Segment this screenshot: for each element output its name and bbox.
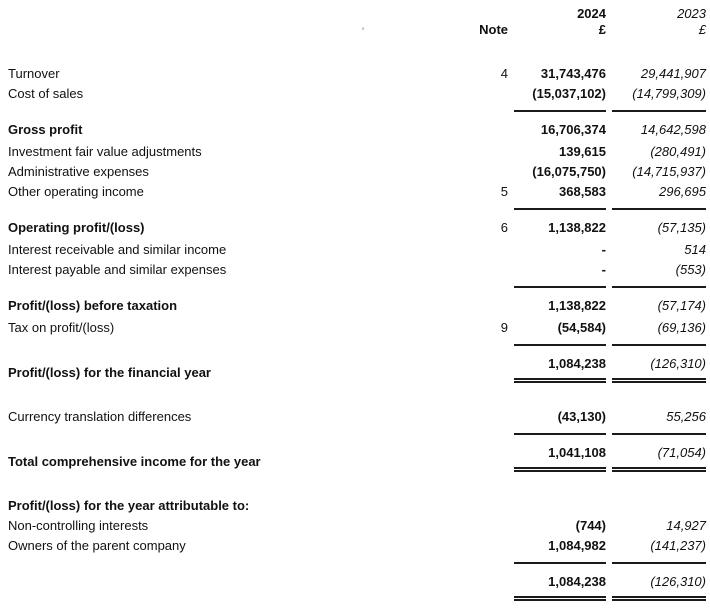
column-header-2024: 2024 (577, 6, 606, 21)
row-value-2023: (71,054) (612, 433, 706, 472)
table-row: Interest payable and similar expenses - (5… (8, 260, 706, 280)
row-label: Interest receivable and similar income (8, 242, 227, 257)
row-value-2024: 368,583 (559, 184, 606, 199)
row-label: Profit/(loss) before taxation (8, 298, 178, 313)
table-row: Turnover 4 31,743,476 29,441,907 (8, 64, 706, 84)
table-row: Profit/(loss) for the year attributable … (8, 496, 706, 516)
row-label: Tax on profit/(loss) (8, 320, 115, 335)
table-row: Cost of sales (15,037,102) (14,799,309) (8, 84, 706, 104)
row-value-2023: (14,715,937) (632, 164, 706, 179)
row-value-2023: (57,135) (612, 208, 706, 238)
row-value-2024: (43,130) (557, 409, 606, 424)
row-label: Operating profit/(loss) (8, 220, 145, 235)
row-label: Currency translation differences (8, 409, 192, 424)
row-label: Non-controlling interests (8, 518, 149, 533)
row-label: Other operating income (8, 184, 144, 199)
row-label: Gross profit (8, 122, 83, 137)
row-value-2024: (16,075,750) (532, 164, 606, 179)
row-value-2023: 14,927 (666, 518, 706, 533)
row-value-2024: 16,706,374 (514, 110, 606, 140)
row-value-2024: 1,084,238 (514, 344, 606, 383)
row-label: Owners of the parent company (8, 538, 186, 553)
row-value-2024: - (601, 242, 606, 257)
row-value-2024: (744) (575, 518, 606, 533)
table-row: Investment fair value adjustments 139,615… (8, 142, 706, 162)
table-row: Total comprehensive income for the year 1… (8, 433, 706, 472)
table-row: Profit/(loss) for the financial year 1,08… (8, 344, 706, 383)
row-value-2023: 14,642,598 (612, 110, 706, 140)
table-row: Non-controlling interests (744) 14,927 (8, 516, 706, 536)
row-label: Total comprehensive income for the year (8, 454, 261, 469)
row-value-2023: (280,491) (650, 144, 706, 159)
row-value-2023: 29,441,907 (640, 66, 706, 81)
row-value-2024: 1,138,822 (514, 208, 606, 238)
row-value-2024: 31,743,476 (540, 66, 606, 81)
row-note: 5 (500, 184, 508, 199)
row-label: Profit/(loss) for the year attributable … (8, 498, 250, 513)
row-label: Cost of sales (8, 86, 84, 101)
row-value-2023: 296,695 (659, 184, 706, 199)
row-value-2023: 514 (684, 242, 706, 257)
row-value-2023: (69,136) (657, 320, 706, 335)
table-row: 1,084,238 (126,310) (8, 562, 706, 601)
row-label: Turnover (8, 66, 60, 81)
scan-artifact-mark: ' (362, 26, 365, 38)
row-value-2023: (14,799,309) (632, 86, 706, 101)
column-header-note: Note (479, 22, 508, 37)
table-row: Profit/(loss) before taxation 1,138,822 (5… (8, 286, 706, 316)
statement-table: Turnover 4 31,743,476 29,441,907 Cost of sal… (8, 64, 706, 601)
table-row: Operating profit/(loss) 6 1,138,822 (57,135… (8, 208, 706, 238)
row-value-2024: 1,084,238 (514, 562, 606, 601)
row-note: 9 (500, 320, 508, 335)
row-value-2024: 1,041,108 (514, 433, 606, 472)
row-label: Profit/(loss) for the financial year (8, 365, 211, 380)
table-header-years: 2024 2023 (8, 6, 706, 22)
table-row: Gross profit 16,706,374 14,642,598 (8, 110, 706, 140)
row-label: Interest payable and similar expenses (8, 262, 227, 277)
row-value-2023: 55,256 (666, 409, 706, 424)
row-value-2023: (553) (675, 262, 706, 277)
row-value-2024: - (601, 262, 606, 277)
row-value-2024: (15,037,102) (532, 86, 606, 101)
column-header-2023: 2023 (677, 6, 706, 21)
row-value-2023: (57,174) (612, 286, 706, 316)
table-header-units: Note £ £ (8, 22, 706, 38)
table-row: Currency translation differences (43,130)… (8, 407, 706, 427)
row-value-2023: (141,237) (650, 538, 706, 553)
table-row: Owners of the parent company 1,084,982 (14… (8, 536, 706, 556)
row-note: 4 (500, 66, 508, 81)
table-row: Interest receivable and similar income - 5… (8, 240, 706, 260)
table-row: Tax on profit/(loss) 9 (54,584) (69,136) (8, 318, 706, 338)
currency-symbol-2024: £ (598, 22, 606, 37)
row-label: Administrative expenses (8, 164, 149, 179)
row-value-2024: 1,138,822 (514, 286, 606, 316)
table-row: Administrative expenses (16,075,750) (14,7… (8, 162, 706, 182)
row-value-2023: (126,310) (612, 344, 706, 383)
row-note: 6 (500, 220, 508, 235)
table-row: Other operating income 5 368,583 296,695 (8, 182, 706, 202)
currency-symbol-2023: £ (698, 22, 706, 37)
row-value-2024: (54,584) (557, 320, 606, 335)
row-value-2024: 1,084,982 (548, 538, 606, 553)
row-label: Investment fair value adjustments (8, 144, 202, 159)
row-value-2023: (126,310) (612, 562, 706, 601)
row-value-2024: 139,615 (559, 144, 606, 159)
